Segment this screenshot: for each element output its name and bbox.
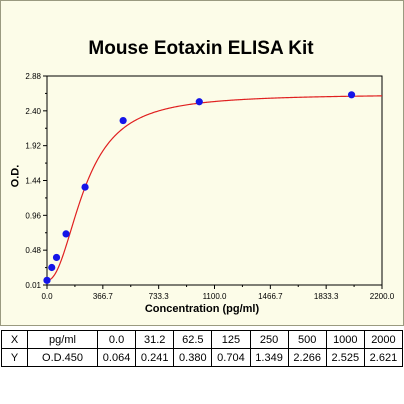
y-tick-label: 1.44 — [25, 177, 41, 186]
table-cell: 0.064 — [96, 348, 137, 367]
table-cell: 2.621 — [363, 348, 404, 367]
data-point — [52, 253, 61, 262]
table-cell: X — [1, 330, 28, 349]
table-cell: 125 — [211, 330, 251, 349]
plot-area: 0.0 366.7 733.3 1100.0 1466.7 1833.3 2200.0 0.0… — [25, 72, 395, 301]
table-cell: 0.241 — [135, 348, 175, 367]
data-point — [195, 98, 203, 106]
y-tick-label: 1.92 — [25, 142, 41, 151]
table-row: Y O.D.450 0.064 0.241 0.380 0.704 1.349 2.266 2.… — [1, 348, 404, 367]
x-tick-label: 0.0 — [41, 292, 53, 301]
table-cell: 62.5 — [173, 330, 213, 349]
chart-title: Mouse Eotaxin ELISA Kit — [88, 38, 314, 59]
data-point — [81, 183, 89, 191]
y-tick-label: 0.01 — [25, 281, 41, 290]
table-cell: 1.349 — [249, 348, 289, 367]
data-point — [62, 230, 70, 238]
data-point — [48, 263, 56, 272]
x-tick-label: 1100.0 — [203, 292, 227, 301]
x-axis-label: Concentration (pg/ml) — [144, 303, 260, 315]
fit-curve — [46, 95, 383, 281]
table-cell: pg/ml — [27, 330, 98, 349]
axes-box — [46, 75, 383, 286]
table-cell: Y — [1, 348, 28, 367]
table-cell: 2.266 — [287, 348, 327, 367]
table-cell: 0.0 — [96, 330, 137, 349]
x-tick-label: 1466.7 — [258, 292, 283, 301]
data-point — [43, 276, 51, 284]
table-cell: 250 — [249, 330, 289, 349]
chart-frame — [0, 0, 404, 326]
table-cell: 500 — [287, 330, 327, 349]
x-tick-label: 1833.3 — [314, 292, 339, 301]
x-tick-label: 2200.0 — [370, 292, 395, 301]
y-tick-label: 2.88 — [25, 72, 41, 81]
table-cell: 31.2 — [135, 330, 175, 349]
x-tick-label: 733.3 — [149, 292, 170, 301]
y-tick-label: 0.96 — [25, 211, 41, 220]
table-cell: 2.525 — [325, 348, 365, 367]
table-cell: 2000 — [363, 330, 404, 349]
table-cell: O.D.450 — [27, 348, 98, 367]
table-cell: 0.380 — [173, 348, 213, 367]
x-tick-label: 366.7 — [93, 292, 114, 301]
data-point — [347, 91, 356, 99]
y-tick-label: 0.48 — [25, 246, 41, 255]
y-tick-label: 2.40 — [25, 107, 41, 116]
table-cell: 1000 — [325, 330, 365, 349]
data-point — [119, 116, 127, 125]
table-cell: 0.704 — [211, 348, 251, 367]
